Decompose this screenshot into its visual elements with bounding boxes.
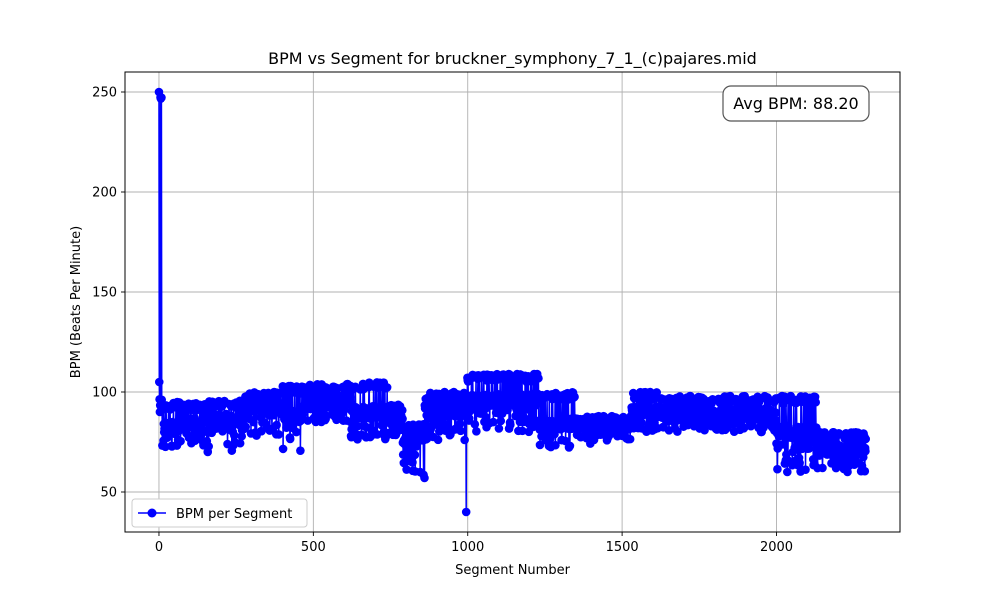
y-tick-label: 100	[92, 386, 117, 401]
x-tick-label: 1000	[451, 540, 484, 555]
data-point	[861, 447, 870, 456]
data-point	[408, 458, 417, 467]
y-axis-label: BPM (Beats Per Minute)	[69, 226, 84, 378]
data-point	[495, 424, 504, 433]
data-point	[795, 458, 804, 467]
x-tick-label: 500	[301, 540, 326, 555]
data-point	[472, 427, 481, 436]
data-point	[861, 435, 870, 444]
data-point	[272, 421, 281, 430]
y-tick-label: 50	[100, 486, 117, 501]
data-point	[383, 383, 392, 392]
data-point	[411, 451, 420, 460]
y-tick-label: 200	[92, 186, 117, 201]
data-point	[286, 435, 295, 444]
data-point	[861, 467, 870, 476]
legend-label: BPM per Segment	[176, 507, 292, 522]
data-point	[818, 464, 827, 473]
legend-marker-swatch	[148, 509, 157, 518]
data-point	[292, 428, 301, 437]
data-point	[274, 430, 283, 439]
data-point	[570, 393, 579, 402]
data-point	[346, 393, 355, 402]
y-tick-label: 150	[92, 286, 117, 301]
data-point	[176, 437, 185, 446]
data-point	[204, 442, 213, 451]
data-point	[626, 435, 635, 444]
x-tick-label: 2000	[760, 540, 793, 555]
avg-bpm-annotation: Avg BPM: 88.20	[723, 86, 869, 121]
data-point	[456, 427, 465, 436]
data-point	[434, 436, 443, 445]
data-point	[566, 442, 575, 451]
data-point	[279, 445, 288, 454]
data-point	[155, 378, 164, 387]
annotation-text: Avg BPM: 88.20	[733, 94, 858, 113]
data-point	[801, 465, 810, 474]
data-point	[528, 409, 537, 418]
data-point	[471, 420, 480, 429]
data-point	[462, 508, 471, 517]
data-point	[157, 93, 166, 102]
data-point	[249, 418, 258, 427]
data-point	[436, 413, 445, 422]
legend: BPM per Segment	[132, 499, 307, 527]
y-tick-label: 250	[92, 86, 117, 101]
data-point	[534, 374, 543, 383]
data-point	[420, 474, 429, 483]
data-point	[811, 398, 820, 407]
data-point	[496, 417, 505, 426]
data-point	[460, 436, 469, 445]
x-tick-label: 1500	[606, 540, 639, 555]
data-point	[773, 465, 782, 474]
data-point	[398, 415, 407, 424]
data-point	[296, 446, 305, 455]
data-point	[771, 408, 780, 417]
x-axis-label: Segment Number	[455, 563, 571, 578]
chart-title: BPM vs Segment for bruckner_symphony_7_1…	[268, 49, 757, 69]
x-tick-label: 0	[155, 540, 163, 555]
data-point	[506, 421, 515, 430]
data-point	[398, 406, 407, 415]
